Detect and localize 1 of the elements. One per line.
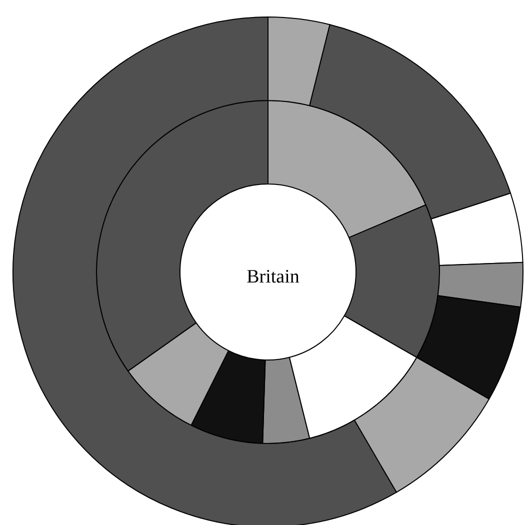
text: Britain bbox=[246, 266, 300, 288]
